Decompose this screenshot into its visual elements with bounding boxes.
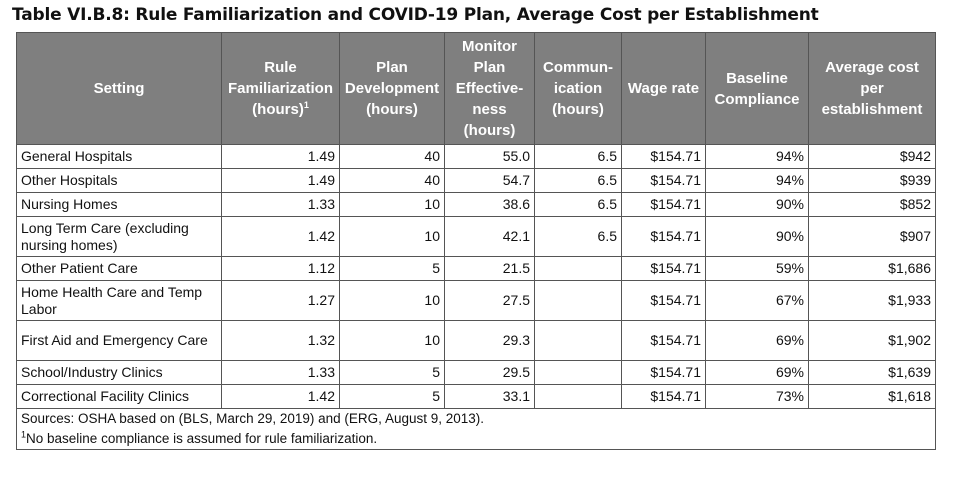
cell-setting: Long Term Care (excluding nursing homes) (16, 216, 222, 257)
sources-note: Sources: OSHA based on (BLS, March 29, 2… (21, 411, 485, 426)
table-row: Other Hospitals 1.49 40 54.7 6.5 $154.71 94% $9… (16, 168, 936, 193)
cell-average-cost: $852 (808, 192, 936, 217)
cell-monitor-plan: 54.7 (444, 168, 535, 193)
cell-plan-development: 10 (339, 216, 445, 257)
header-setting: Setting (16, 32, 222, 145)
table-row: First Aid and Emergency Care 1.32 10 29.3 $1… (16, 320, 936, 361)
cell-rule-familiarization: 1.12 (221, 256, 340, 281)
cell-setting: Correctional Facility Clinics (16, 384, 222, 409)
cell-setting: General Hospitals (16, 144, 222, 169)
cell-communication (534, 384, 622, 409)
table-row: School/Industry Clinics 1.33 5 29.5 $154.71 6… (16, 360, 936, 385)
cell-communication: 6.5 (534, 168, 622, 193)
header-wage-rate: Wage rate (621, 32, 706, 145)
cell-rule-familiarization: 1.33 (221, 360, 340, 385)
cell-wage-rate: $154.71 (621, 168, 706, 193)
cell-baseline-compliance: 90% (705, 216, 809, 257)
cell-setting: First Aid and Emergency Care (16, 320, 222, 361)
header-communication: Commun- ication (hours) (534, 32, 622, 145)
cell-monitor-plan: 33.1 (444, 384, 535, 409)
cell-monitor-plan: 29.3 (444, 320, 535, 361)
cell-communication: 6.5 (534, 144, 622, 169)
cell-baseline-compliance: 67% (705, 280, 809, 321)
cell-average-cost: $1,618 (808, 384, 936, 409)
cell-rule-familiarization: 1.49 (221, 144, 340, 169)
cell-monitor-plan: 55.0 (444, 144, 535, 169)
cost-table: Setting Rule Familiarization (hours)1 Pl… (16, 32, 936, 450)
header-monitor-plan: Monitor Plan Effective- ness (hours) (444, 32, 535, 145)
cell-setting: Other Patient Care (16, 256, 222, 281)
cell-wage-rate: $154.71 (621, 216, 706, 257)
table-row: Nursing Homes 1.33 10 38.6 6.5 $154.71 90% $852 (16, 192, 936, 217)
cell-monitor-plan: 38.6 (444, 192, 535, 217)
cell-communication (534, 360, 622, 385)
cell-baseline-compliance: 90% (705, 192, 809, 217)
cell-plan-development: 5 (339, 360, 445, 385)
cell-wage-rate: $154.71 (621, 280, 706, 321)
cell-wage-rate: $154.71 (621, 360, 706, 385)
cell-setting: Nursing Homes (16, 192, 222, 217)
cell-baseline-compliance: 69% (705, 360, 809, 385)
cell-setting: Other Hospitals (16, 168, 222, 193)
table-row: Home Health Care and Temp Labor 1.27 10 27.… (16, 280, 936, 321)
cell-setting: School/Industry Clinics (16, 360, 222, 385)
cell-monitor-plan: 27.5 (444, 280, 535, 321)
cell-rule-familiarization: 1.42 (221, 384, 340, 409)
cell-wage-rate: $154.71 (621, 192, 706, 217)
footnote: 1No baseline compliance is assumed for r… (21, 429, 378, 446)
cell-average-cost: $1,933 (808, 280, 936, 321)
cell-rule-familiarization: 1.42 (221, 216, 340, 257)
table-notes: Sources: OSHA based on (BLS, March 29, 2… (16, 408, 936, 450)
cell-rule-familiarization: 1.27 (221, 280, 340, 321)
cell-average-cost: $1,902 (808, 320, 936, 361)
cell-average-cost: $1,686 (808, 256, 936, 281)
cell-baseline-compliance: 59% (705, 256, 809, 281)
cell-rule-familiarization: 1.49 (221, 168, 340, 193)
cell-wage-rate: $154.71 (621, 256, 706, 281)
cell-plan-development: 40 (339, 144, 445, 169)
table-header: Setting Rule Familiarization (hours)1 Pl… (16, 32, 936, 145)
cell-baseline-compliance: 94% (705, 144, 809, 169)
header-rule-familiarization: Rule Familiarization (hours)1 (221, 32, 340, 145)
cell-average-cost: $939 (808, 168, 936, 193)
cell-rule-familiarization: 1.32 (221, 320, 340, 361)
cell-communication: 6.5 (534, 216, 622, 257)
table-row: General Hospitals 1.49 40 55.0 6.5 $154.71 94%… (16, 144, 936, 169)
cell-wage-rate: $154.71 (621, 144, 706, 169)
table-row: Correctional Facility Clinics 1.42 5 33.1 $1… (16, 384, 936, 409)
cell-baseline-compliance: 73% (705, 384, 809, 409)
cell-plan-development: 10 (339, 320, 445, 361)
table-row: Long Term Care (excluding nursing homes)… (16, 216, 936, 257)
cell-communication: 6.5 (534, 192, 622, 217)
cell-communication (534, 320, 622, 361)
cell-baseline-compliance: 69% (705, 320, 809, 361)
cell-wage-rate: $154.71 (621, 384, 706, 409)
cell-monitor-plan: 29.5 (444, 360, 535, 385)
cell-baseline-compliance: 94% (705, 168, 809, 193)
header-average-cost: Average cost per establishment (808, 32, 936, 145)
cell-monitor-plan: 42.1 (444, 216, 535, 257)
cell-average-cost: $907 (808, 216, 936, 257)
cell-average-cost: $1,639 (808, 360, 936, 385)
header-plan-development: Plan Development (hours) (339, 32, 445, 145)
cell-average-cost: $942 (808, 144, 936, 169)
table-title: Table VI.B.8: Rule Familiarization and C… (12, 5, 819, 25)
cell-plan-development: 10 (339, 280, 445, 321)
notes-cell: Sources: OSHA based on (BLS, March 29, 2… (16, 408, 936, 450)
footnote-marker: 1 (303, 100, 309, 110)
cell-plan-development: 5 (339, 256, 445, 281)
cell-monitor-plan: 21.5 (444, 256, 535, 281)
cell-rule-familiarization: 1.33 (221, 192, 340, 217)
cell-plan-development: 5 (339, 384, 445, 409)
cell-plan-development: 40 (339, 168, 445, 193)
cell-communication (534, 256, 622, 281)
cell-communication (534, 280, 622, 321)
cell-plan-development: 10 (339, 192, 445, 217)
table-row: Other Patient Care 1.12 5 21.5 $154.71 59% $1,… (16, 256, 936, 281)
header-baseline-compliance: Baseline Compliance (705, 32, 809, 145)
cell-setting: Home Health Care and Temp Labor (16, 280, 222, 321)
cell-wage-rate: $154.71 (621, 320, 706, 361)
table-body: General Hospitals 1.49 40 55.0 6.5 $154.71 94%… (16, 144, 936, 409)
